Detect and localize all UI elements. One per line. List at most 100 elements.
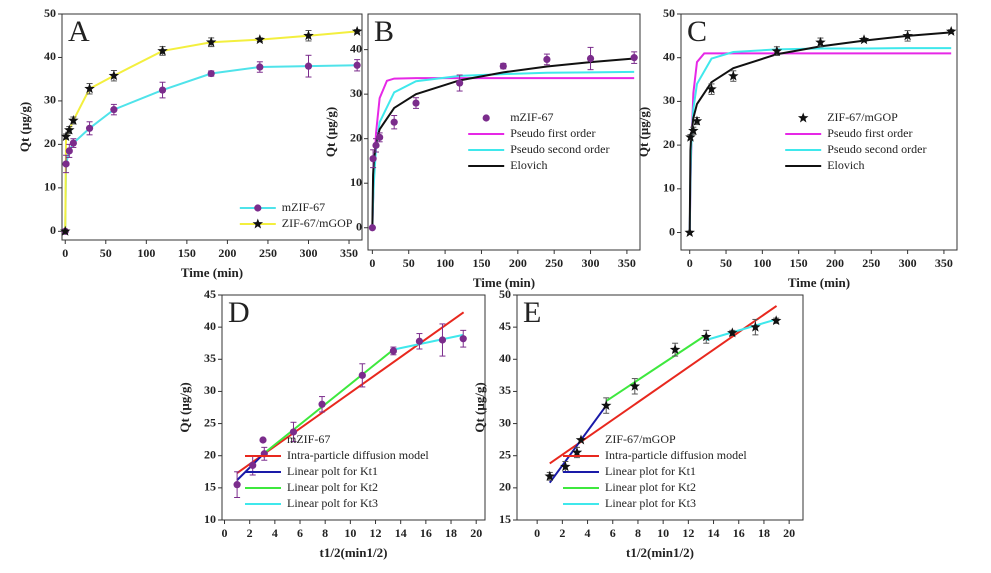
plot-area — [371, 57, 635, 228]
marker-circle — [65, 147, 73, 155]
x-tick-label: 150 — [178, 246, 196, 260]
legend-marker — [259, 436, 267, 444]
marker-circle — [69, 139, 77, 147]
legend-label: ZIF-67/mGOP — [282, 216, 353, 230]
y-tick-label: 10 — [204, 512, 216, 526]
marker-circle — [368, 224, 376, 232]
panel-letter: B — [374, 15, 394, 48]
marker-circle — [543, 55, 551, 64]
marker-star — [771, 45, 783, 56]
y-tick-label: 40 — [663, 49, 675, 63]
y-tick-label: 30 — [350, 86, 362, 100]
marker-star — [205, 36, 217, 47]
plot-frame — [221, 294, 486, 521]
y-tick-label: 20 — [44, 136, 56, 150]
legend-label: mZIF-67 — [282, 200, 325, 214]
x-tick-label: 50 — [403, 256, 415, 270]
y-tick-label: 20 — [663, 137, 675, 151]
marker-star — [629, 380, 641, 391]
x-axis-title: Time (min) — [788, 275, 850, 290]
x-tick-label: 250 — [259, 246, 277, 260]
plot-frame — [516, 294, 804, 521]
x-tick-label: 0 — [534, 526, 540, 540]
y-tick-label: 20 — [499, 480, 511, 494]
marker-circle — [499, 62, 507, 70]
marker-star — [902, 30, 913, 41]
y-tick-label: 10 — [350, 175, 362, 189]
legend-label: mZIF-67 — [510, 110, 553, 124]
marker-circle — [318, 400, 326, 408]
y-tick-label: 40 — [499, 351, 511, 365]
marker-circle — [376, 133, 384, 141]
marker-star — [351, 25, 363, 36]
x-tick-label: 16 — [420, 526, 432, 540]
x-tick-label: 300 — [299, 246, 317, 260]
y-tick-label: 30 — [499, 415, 511, 429]
marker-star — [728, 70, 739, 81]
marker-star — [84, 83, 95, 94]
marker-star — [108, 70, 120, 81]
marker-circle — [207, 69, 215, 78]
panel-letter: E — [523, 296, 541, 329]
marker-star — [684, 227, 695, 237]
marker-star — [254, 34, 266, 45]
legend-label: ZIF-67/mGOP — [605, 432, 676, 446]
x-tick-label: 14 — [708, 526, 720, 540]
y-tick-label: 15 — [499, 512, 511, 526]
legend: mZIF-67 ZIF-67/mGOP — [239, 200, 353, 230]
y-tick-label: 45 — [204, 287, 216, 301]
x-axis-title: Time (min) — [473, 275, 535, 290]
y-tick-label: 0 — [669, 224, 675, 238]
x-tick-label: 350 — [618, 256, 636, 270]
legend-label: Linear plot for Kt2 — [605, 480, 696, 494]
marker-star — [669, 344, 681, 355]
y-axis-title: Qt (μg/g) — [177, 382, 192, 432]
y-tick-label: 20 — [350, 130, 362, 144]
legend-label: Elovich — [510, 158, 547, 172]
x-axis-title: t1/2(min1/2) — [320, 545, 388, 560]
marker-circle — [62, 160, 70, 168]
x-tick-label: 14 — [395, 526, 407, 540]
y-axis-title: Qt (μg/g) — [323, 107, 338, 157]
x-tick-label: 18 — [445, 526, 457, 540]
marker-star — [60, 225, 71, 236]
x-tick-label: 18 — [758, 526, 770, 540]
marker-circle — [85, 124, 94, 132]
legend-marker — [482, 114, 490, 122]
x-axis-title: Time (min) — [181, 265, 243, 280]
marker-star — [691, 115, 703, 126]
x-tick-label: 10 — [657, 526, 669, 540]
marker-star — [60, 131, 72, 142]
plot-frame — [61, 13, 363, 241]
y-tick-label: 40 — [350, 41, 362, 55]
marker-star — [64, 124, 75, 135]
x-tick-label: 200 — [826, 256, 844, 270]
y-tick-label: 25 — [499, 447, 511, 461]
marker-star — [571, 447, 583, 457]
x-tick-label: 20 — [783, 526, 795, 540]
marker-circle — [369, 155, 377, 163]
x-tick-label: 0 — [369, 256, 375, 270]
x-tick-label: 100 — [137, 246, 155, 260]
legend: ZIF-67/mGOP Pseudo first order Pseudo seco… — [785, 110, 927, 172]
marker-circle — [233, 481, 241, 489]
series-line — [263, 348, 395, 454]
legend-label: Pseudo second order — [827, 142, 926, 156]
x-tick-label: 8 — [635, 526, 641, 540]
marker-circle — [415, 337, 424, 345]
marker-circle — [586, 54, 595, 63]
marker-circle — [630, 54, 638, 62]
x-tick-label: 12 — [682, 526, 694, 540]
x-tick-label: 2 — [247, 526, 253, 540]
x-tick-label: 350 — [340, 246, 358, 260]
y-tick-label: 30 — [44, 93, 56, 107]
x-tick-label: 350 — [935, 256, 953, 270]
x-tick-label: 10 — [344, 526, 356, 540]
x-tick-label: 4 — [585, 526, 591, 540]
marker-star — [685, 131, 696, 142]
panel-letter: D — [228, 296, 250, 329]
y-tick-label: 35 — [499, 383, 511, 397]
y-axis-title: Qt (μg/g) — [17, 102, 32, 152]
